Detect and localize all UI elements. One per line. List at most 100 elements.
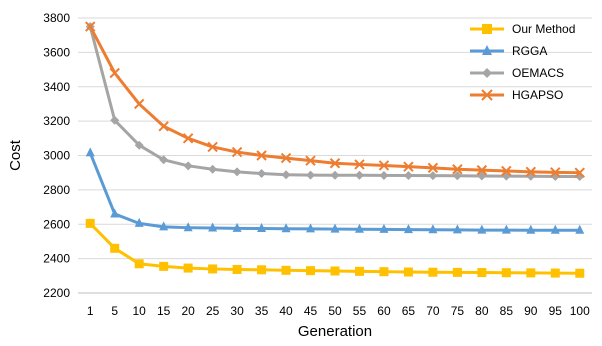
data-point (133, 98, 145, 110)
data-point (281, 170, 291, 180)
x-tick-label: 65 (402, 304, 416, 318)
legend-marker (481, 89, 493, 101)
data-point (257, 223, 267, 233)
y-tick-label: 3600 (43, 45, 70, 59)
y-tick-label: 3800 (43, 11, 70, 25)
series-line (88, 26, 580, 178)
data-point (183, 161, 193, 171)
y-tick-label: 2800 (43, 183, 70, 197)
data-point (550, 268, 560, 278)
data-point (306, 266, 316, 276)
series-oemacs (85, 22, 585, 181)
x-tick-label: 45 (304, 304, 318, 318)
x-tick-label: 1 (87, 304, 94, 318)
series-rgga (85, 147, 585, 234)
x-tick-label: 15 (157, 304, 171, 318)
data-point (109, 67, 120, 79)
data-point (354, 223, 364, 233)
data-point (134, 217, 144, 227)
y-axis-title: Cost (7, 139, 24, 171)
x-tick-label: 35 (255, 304, 269, 318)
data-point (232, 222, 242, 232)
series-line (88, 25, 580, 175)
legend-item: OEMACS (470, 66, 564, 80)
x-tick-label: 60 (377, 304, 391, 318)
data-point (354, 159, 365, 170)
data-point (526, 224, 536, 234)
legend-marker (482, 45, 492, 55)
series-our-method (85, 218, 585, 278)
y-tick-label: 3000 (43, 149, 70, 163)
data-point (134, 259, 144, 269)
data-point (575, 224, 585, 234)
legend-item: RGGA (470, 44, 547, 58)
data-point (330, 170, 340, 180)
series-hgapso (85, 21, 585, 178)
data-point (379, 267, 389, 277)
data-point (575, 268, 585, 278)
data-point (501, 224, 511, 234)
data-point (207, 141, 218, 153)
legend-label: RGGA (512, 44, 547, 58)
data-point (110, 208, 120, 218)
legend-label: Our Method (512, 22, 575, 36)
data-point (232, 167, 242, 177)
data-point (526, 268, 536, 278)
data-point (477, 268, 487, 278)
y-tick-label: 3200 (43, 114, 70, 128)
x-tick-label: 25 (206, 304, 220, 318)
data-point (159, 221, 169, 231)
data-point (305, 155, 316, 166)
data-point (134, 140, 144, 150)
legend-item: HGAPSO (470, 88, 563, 102)
x-tick-label: 70 (426, 304, 440, 318)
data-point (208, 264, 218, 274)
data-point (403, 170, 413, 180)
data-point (110, 115, 120, 125)
data-point (232, 264, 242, 274)
x-tick-label: 10 (133, 304, 147, 318)
legend-label: OEMACS (512, 66, 564, 80)
data-point (403, 267, 413, 277)
x-tick-label: 30 (230, 304, 244, 318)
data-point (257, 265, 267, 275)
y-tick-label: 3400 (43, 80, 70, 94)
data-point (183, 222, 193, 232)
data-point (379, 170, 389, 180)
y-tick-label: 2200 (43, 286, 70, 300)
data-point (85, 21, 96, 32)
data-point (306, 223, 316, 233)
x-tick-label: 95 (549, 304, 563, 318)
legend: Our Method RGGA OEMACS HGAPSO (470, 22, 575, 102)
data-point (85, 147, 95, 157)
y-tick-label: 2600 (43, 217, 70, 231)
data-point (110, 243, 120, 253)
data-point (280, 152, 292, 164)
data-point (550, 167, 561, 178)
x-axis-title: Generation (298, 323, 372, 340)
data-point (330, 266, 340, 276)
data-point (159, 155, 169, 165)
x-tick-label: 55 (353, 304, 367, 318)
data-point (281, 223, 291, 233)
x-tick-label: 40 (279, 304, 293, 318)
data-point (330, 223, 340, 233)
data-point (85, 218, 95, 228)
y-tick-label: 2400 (43, 252, 70, 266)
axes: 2200 2400 2600 2800 3000 3200 3400 3600 3800 1 5 10… (43, 11, 592, 318)
data-point (257, 169, 267, 179)
x-tick-label: 90 (524, 304, 538, 318)
data-point (208, 164, 218, 174)
data-point (550, 224, 560, 234)
x-tick-label: 80 (475, 304, 489, 318)
x-tick-label: 75 (451, 304, 465, 318)
data-point (428, 267, 438, 277)
data-point (525, 166, 537, 178)
data-point (501, 268, 511, 278)
data-point (159, 261, 169, 271)
x-tick-label: 85 (500, 304, 514, 318)
data-point (574, 167, 585, 178)
legend-label: HGAPSO (512, 88, 563, 102)
